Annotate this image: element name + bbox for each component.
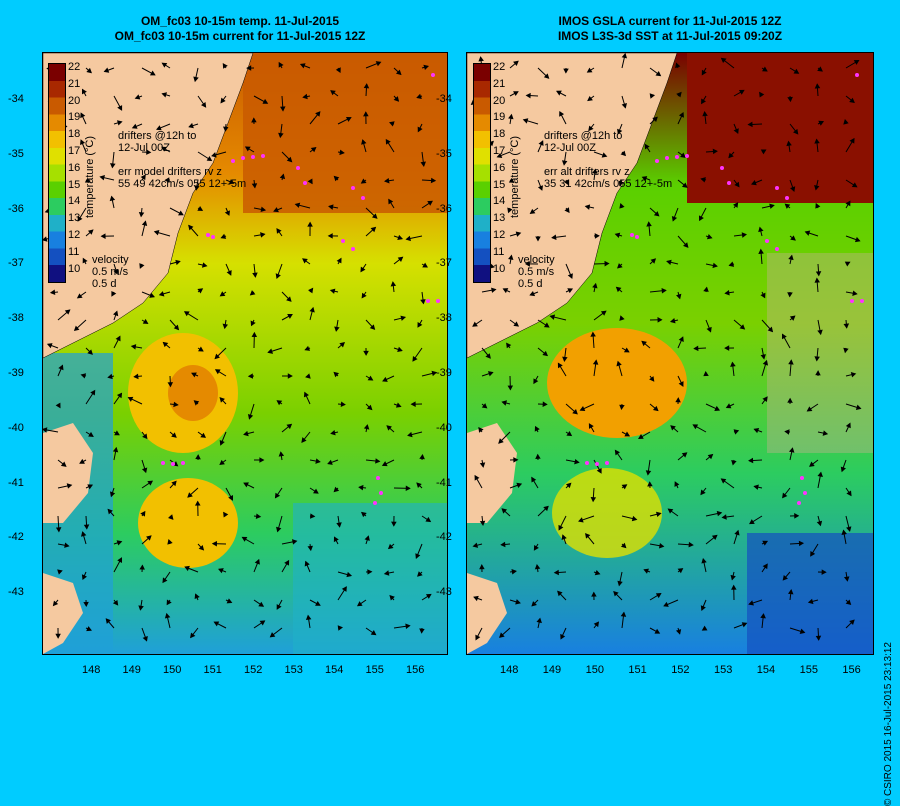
x-tick-label: 149 — [543, 664, 561, 676]
colorbar-tick-label: 14 — [68, 195, 80, 207]
x-tick-label: 155 — [800, 664, 818, 676]
x-tick-label: 155 — [366, 664, 384, 676]
colorbar-tick-label: 12 — [493, 229, 505, 241]
right-err-label: err alt drifters rv z 35 31 42cm/s 055 1… — [544, 166, 672, 190]
y-tick-label: -35 — [8, 148, 24, 160]
x-tick-label: 153 — [285, 664, 303, 676]
colorbar-tick-label: 16 — [68, 162, 80, 174]
colorbar-tick-label: 15 — [493, 179, 505, 191]
left-title-line1: OM_fc03 10-15m temp. 11-Jul-2015 — [95, 14, 385, 29]
colorbar-tick-label: 11 — [68, 246, 79, 258]
left-drifters-label: drifters @12h to 12-Jul 00Z — [118, 130, 196, 154]
colorbar-tick-label: 14 — [493, 195, 505, 207]
y-tick-label: -41 — [436, 477, 452, 489]
x-tick-label: 149 — [123, 664, 141, 676]
y-tick-label: -43 — [436, 586, 452, 598]
right-err-line2: 35 31 42cm/s 055 12+-5m — [544, 178, 672, 190]
left-velocity-scale: 0.5 m/s — [92, 266, 129, 278]
y-tick-label: -37 — [8, 257, 24, 269]
colorbar-tick-label: 12 — [68, 229, 80, 241]
right-title: IMOS GSLA current for 11-Jul-2015 12Z IM… — [520, 14, 820, 44]
colorbar-tick-label: 19 — [493, 111, 505, 123]
y-tick-label: -40 — [8, 422, 24, 434]
left-title-line2: OM_fc03 10-15m current for 11-Jul-2015 1… — [95, 29, 385, 44]
colorbar-tick-label: 18 — [68, 128, 80, 140]
x-tick-label: 156 — [406, 664, 424, 676]
right-title-line2: IMOS L3S-3d SST at 11-Jul-2015 09:20Z — [520, 29, 820, 44]
y-tick-label: -36 — [8, 203, 24, 215]
colorbar-tick-label: 19 — [68, 111, 80, 123]
colorbar-tick-label: 18 — [493, 128, 505, 140]
y-tick-label: -38 — [8, 312, 24, 324]
left-title: OM_fc03 10-15m temp. 11-Jul-2015 OM_fc03… — [95, 14, 385, 44]
x-tick-label: 148 — [82, 664, 100, 676]
colorbar-tick-label: 17 — [68, 145, 80, 157]
colorbar-tick-label: 10 — [68, 263, 80, 275]
colorbar-tick-label: 22 — [493, 61, 505, 73]
right-drifters-label: drifters @12h to 12-Jul 00Z — [544, 130, 622, 154]
right-err-line1: err alt drifters rv z — [544, 166, 672, 178]
colorbar-tick-label: 16 — [493, 162, 505, 174]
x-tick-label: 154 — [757, 664, 775, 676]
x-tick-label: 153 — [714, 664, 732, 676]
left-velocity-time: 0.5 d — [92, 278, 129, 290]
y-tick-label: -35 — [436, 148, 452, 160]
x-tick-label: 152 — [671, 664, 689, 676]
right-map-canvas — [467, 53, 873, 654]
colorbar-tick-label: 13 — [68, 212, 80, 224]
colorbar-tick-label: 20 — [68, 95, 80, 107]
left-map-canvas — [43, 53, 447, 654]
colorbar-tick-label: 21 — [493, 78, 505, 90]
y-tick-label: -39 — [436, 367, 452, 379]
y-tick-label: -40 — [436, 422, 452, 434]
left-drifters-line2: 12-Jul 00Z — [118, 142, 196, 154]
y-tick-label: -34 — [436, 93, 452, 105]
right-title-line1: IMOS GSLA current for 11-Jul-2015 12Z — [520, 14, 820, 29]
left-drifters-line1: drifters @12h to — [118, 130, 196, 142]
colorbar-tick-label: 13 — [493, 212, 505, 224]
left-map[interactable] — [42, 52, 448, 655]
y-tick-label: -37 — [436, 257, 452, 269]
right-colorbar-title: temperature (°C) — [509, 136, 521, 218]
colorbar-tick-label: 21 — [68, 78, 80, 90]
left-err-line1: err model drifters rv z — [118, 166, 246, 178]
right-drifters-line2: 12-Jul 00Z — [544, 142, 622, 154]
right-velocity-legend: velocity 0.5 m/s 0.5 d — [518, 254, 555, 290]
right-map[interactable] — [466, 52, 874, 655]
y-tick-label: -42 — [8, 531, 24, 543]
copyright-footer: © CSIRO 2015 16-Jul-2015 23:13:12 — [883, 642, 894, 806]
left-err-label: err model drifters rv z 55 49 42cm/s 055… — [118, 166, 246, 190]
y-tick-label: -39 — [8, 367, 24, 379]
colorbar-tick-label: 17 — [493, 145, 505, 157]
y-tick-label: -38 — [436, 312, 452, 324]
colorbar-tick-label: 11 — [493, 246, 504, 258]
x-tick-label: 148 — [500, 664, 518, 676]
x-tick-label: 154 — [325, 664, 343, 676]
left-velocity-legend: velocity 0.5 m/s 0.5 d — [92, 254, 129, 290]
y-tick-label: -34 — [8, 93, 24, 105]
colorbar-tick-label: 20 — [493, 95, 505, 107]
x-tick-label: 156 — [842, 664, 860, 676]
x-tick-label: 150 — [163, 664, 181, 676]
right-velocity-time: 0.5 d — [518, 278, 555, 290]
y-tick-label: -43 — [8, 586, 24, 598]
x-tick-label: 150 — [586, 664, 604, 676]
x-tick-label: 152 — [244, 664, 262, 676]
colorbar-tick-label: 22 — [68, 61, 80, 73]
right-velocity-label: velocity — [518, 254, 555, 266]
right-drifters-line1: drifters @12h to — [544, 130, 622, 142]
right-velocity-scale: 0.5 m/s — [518, 266, 555, 278]
colorbar-tick-label: 15 — [68, 179, 80, 191]
colorbar-tick-label: 10 — [493, 263, 505, 275]
left-err-line2: 55 49 42cm/s 055 12+-5m — [118, 178, 246, 190]
y-tick-label: -36 — [436, 203, 452, 215]
x-tick-label: 151 — [628, 664, 646, 676]
left-colorbar-title: temperature (°C) — [84, 136, 96, 218]
x-tick-label: 151 — [204, 664, 222, 676]
left-velocity-label: velocity — [92, 254, 129, 266]
y-tick-label: -42 — [436, 531, 452, 543]
y-tick-label: -41 — [8, 477, 24, 489]
